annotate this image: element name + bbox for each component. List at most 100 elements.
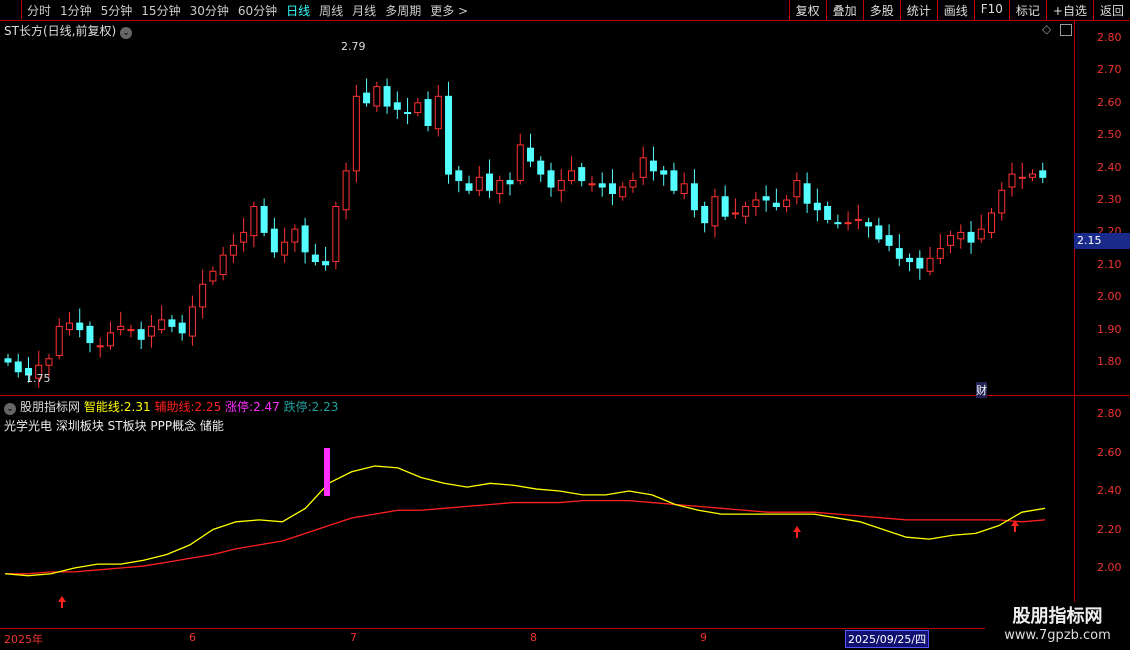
candle-body <box>35 364 43 379</box>
chevron-down-icon[interactable]: ⌄ <box>4 403 16 415</box>
candle-body <box>885 235 893 246</box>
candle-body <box>117 325 125 331</box>
watermark-name: 股朋指标网 <box>1012 606 1103 627</box>
candle-body <box>844 222 852 225</box>
candle-body <box>803 183 811 204</box>
candle-body <box>608 183 616 195</box>
concept-tags: 光学光电 深圳板块 ST板块 PPP概念 储能 <box>4 419 224 433</box>
tab-period-8[interactable]: 月线 <box>352 4 377 18</box>
candle-body <box>1018 176 1026 179</box>
price-tick: 2.60 <box>1097 95 1122 109</box>
date-tick: 6 <box>189 631 196 644</box>
candle-body <box>229 244 237 256</box>
candle-body <box>24 367 32 376</box>
date-axis-line <box>0 628 1130 629</box>
candle-body <box>137 329 145 340</box>
toolbar-button-6[interactable]: 标记 <box>1008 0 1046 20</box>
indicator-name[interactable]: 股朋指标网 <box>20 400 81 414</box>
candle-body <box>895 248 903 259</box>
candle-body <box>4 358 12 363</box>
toolbar-button-3[interactable]: 统计 <box>899 0 937 20</box>
indicator-tick: 2.40 <box>1097 484 1122 497</box>
candle-body <box>486 173 494 191</box>
indicator-tick: 2.60 <box>1097 445 1122 459</box>
indicator-label: 辅助线: <box>154 400 195 414</box>
price-tick: 1.90 <box>1097 322 1122 336</box>
price-tick: 2.40 <box>1097 160 1122 174</box>
indicator-value: 2.25 <box>194 400 222 414</box>
tab-period-3[interactable]: 15分钟 <box>141 4 181 18</box>
candle-body <box>998 189 1006 214</box>
candle-body <box>639 157 647 178</box>
limit-up-bar <box>324 448 330 496</box>
diamond-icon[interactable]: ◇ <box>1042 22 1052 36</box>
candle-body <box>209 270 217 282</box>
arrow-up-icon <box>58 596 66 608</box>
indicator-tick: 2.80 <box>1097 407 1122 420</box>
right-toolbar: 复权 叠加 多股 统计 画线 F10 标记 +自选 返回 <box>788 0 1130 20</box>
tab-period-4[interactable]: 30分钟 <box>189 4 229 18</box>
finance-marker[interactable]: 财 <box>976 382 987 398</box>
candle-body <box>660 170 668 175</box>
candle-body <box>434 95 442 130</box>
candle-body <box>45 358 53 366</box>
candle-body <box>147 325 155 337</box>
indicator-tick: 2.00 <box>1097 561 1122 574</box>
candle-body <box>311 254 319 263</box>
candlestick-chart[interactable] <box>0 20 1074 395</box>
price-tick: 2.80 <box>1097 31 1122 44</box>
candle-body <box>465 183 473 191</box>
candle-body <box>55 325 63 357</box>
candle-body <box>424 99 432 126</box>
candle-body <box>527 147 534 162</box>
candle-body <box>1029 173 1037 178</box>
price-tick: 2.10 <box>1097 257 1122 271</box>
toolbar-button-1[interactable]: 叠加 <box>825 0 863 20</box>
stock-title: ST长方(日线,前复权) ⌄ <box>4 22 132 39</box>
candle-body <box>701 205 709 224</box>
candle-body <box>270 228 278 253</box>
chevron-down-icon[interactable]: ⌄ <box>119 27 132 39</box>
date-tick: 9 <box>700 631 707 644</box>
sidebar-toggle-button[interactable] <box>0 0 22 19</box>
tab-period-6[interactable]: 日线 <box>286 4 311 18</box>
price-tick: 2.30 <box>1097 193 1122 206</box>
candle-body <box>1008 173 1016 188</box>
toolbar-button-2[interactable]: 多股 <box>862 0 900 20</box>
indicator-tick: 2.20 <box>1097 522 1122 536</box>
candle-body <box>598 183 606 188</box>
indicator-header: ⌄ 股朋指标网 智能线:2.31 辅助线:2.25 涨停:2.47 跌停:2.23 <box>4 398 338 415</box>
current-price-label: 2.15 <box>1074 233 1130 249</box>
toolbar-button-5[interactable]: F10 <box>973 0 1009 20</box>
indicator-label: 智能线: <box>83 400 124 414</box>
toolbar-button-8[interactable]: 返回 <box>1092 0 1130 20</box>
price-tick: 2.00 <box>1097 290 1122 304</box>
tab-period-10[interactable]: 更多 > <box>430 4 469 18</box>
candle-body <box>96 345 104 348</box>
candle-body <box>250 205 258 237</box>
panel-toggle-icon[interactable] <box>1060 24 1072 36</box>
candle-body <box>445 95 453 175</box>
tab-period-5[interactable]: 60分钟 <box>237 4 278 18</box>
candle-body <box>649 160 657 172</box>
period-tabs: 分时 1分钟 5分钟 15分钟 30分钟 60分钟 日线 周线 月线 多周期 更多 > <box>27 2 468 19</box>
tab-period-0[interactable]: 分时 <box>27 4 52 18</box>
toolbar-button-0[interactable]: 复权 <box>788 0 826 20</box>
panel-divider <box>0 395 1130 396</box>
tab-period-1[interactable]: 1分钟 <box>60 4 92 18</box>
toolbar-button-7[interactable]: +自选 <box>1045 0 1093 20</box>
toolbar-button-4[interactable]: 画线 <box>936 0 974 20</box>
candle-body <box>178 322 186 334</box>
candle-body <box>537 160 545 175</box>
indicator-chart[interactable] <box>0 396 1074 628</box>
tab-period-7[interactable]: 周线 <box>319 4 344 18</box>
candle-body <box>588 183 596 186</box>
candle-body <box>188 306 196 337</box>
candle-body <box>875 225 883 240</box>
candle-body <box>936 248 944 259</box>
smart-line <box>4 465 1046 577</box>
candle-body <box>373 86 381 107</box>
tab-period-9[interactable]: 多周期 <box>385 4 422 18</box>
candle-body <box>783 199 791 207</box>
tab-period-2[interactable]: 5分钟 <box>100 4 133 18</box>
